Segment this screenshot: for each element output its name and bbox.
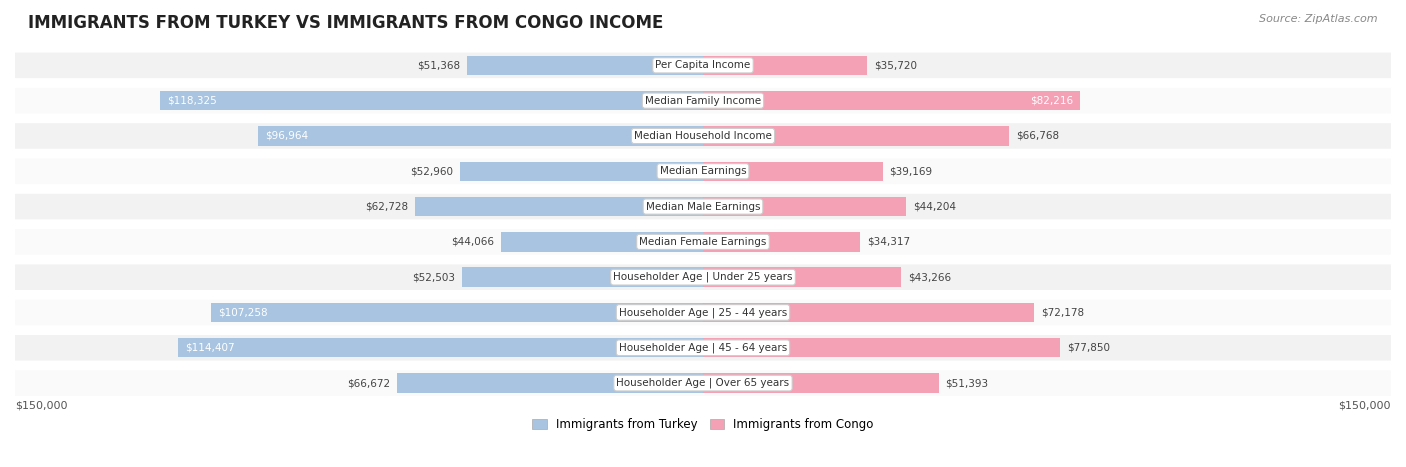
Bar [703,374,939,393]
Text: $44,204: $44,204 [912,202,956,212]
FancyBboxPatch shape [15,53,1391,78]
Bar [703,197,905,216]
Bar [398,374,703,393]
Bar [703,303,1033,322]
Text: $150,000: $150,000 [1339,401,1391,411]
Text: Median Earnings: Median Earnings [659,166,747,176]
Bar [160,91,703,110]
Text: $77,850: $77,850 [1067,343,1109,353]
Text: Median Family Income: Median Family Income [645,96,761,106]
Bar [703,56,868,75]
Text: $118,325: $118,325 [167,96,217,106]
Text: $150,000: $150,000 [15,401,67,411]
FancyBboxPatch shape [15,264,1391,290]
Text: Householder Age | 45 - 64 years: Householder Age | 45 - 64 years [619,342,787,353]
Text: Per Capita Income: Per Capita Income [655,60,751,71]
Text: $44,066: $44,066 [451,237,494,247]
FancyBboxPatch shape [15,158,1391,184]
Text: Source: ZipAtlas.com: Source: ZipAtlas.com [1260,14,1378,24]
Bar [703,232,860,252]
Text: $51,393: $51,393 [946,378,988,388]
Bar [703,268,901,287]
Text: Median Male Earnings: Median Male Earnings [645,202,761,212]
Text: $66,768: $66,768 [1017,131,1059,141]
Bar [501,232,703,252]
Text: Householder Age | 25 - 44 years: Householder Age | 25 - 44 years [619,307,787,318]
Text: $43,266: $43,266 [908,272,952,282]
FancyBboxPatch shape [15,229,1391,255]
FancyBboxPatch shape [15,370,1391,396]
Text: $52,960: $52,960 [411,166,453,176]
FancyBboxPatch shape [15,194,1391,219]
FancyBboxPatch shape [15,335,1391,361]
Bar [703,162,883,181]
Text: $114,407: $114,407 [186,343,235,353]
Text: $39,169: $39,169 [890,166,932,176]
Bar [415,197,703,216]
Bar [179,338,703,358]
Bar [259,126,703,146]
Bar [467,56,703,75]
Text: $66,672: $66,672 [347,378,391,388]
Text: $96,964: $96,964 [266,131,308,141]
Text: $34,317: $34,317 [868,237,911,247]
Bar [463,268,703,287]
Legend: Immigrants from Turkey, Immigrants from Congo: Immigrants from Turkey, Immigrants from … [527,412,879,437]
Text: Median Female Earnings: Median Female Earnings [640,237,766,247]
Text: $62,728: $62,728 [366,202,408,212]
Text: $72,178: $72,178 [1040,307,1084,318]
Text: Householder Age | Over 65 years: Householder Age | Over 65 years [616,378,790,389]
Text: $51,368: $51,368 [418,60,461,71]
Bar [703,126,1010,146]
Text: $52,503: $52,503 [412,272,456,282]
Bar [703,91,1080,110]
Text: Median Household Income: Median Household Income [634,131,772,141]
Text: Householder Age | Under 25 years: Householder Age | Under 25 years [613,272,793,283]
Bar [211,303,703,322]
Text: $107,258: $107,258 [218,307,267,318]
FancyBboxPatch shape [15,88,1391,113]
Text: $35,720: $35,720 [873,60,917,71]
Text: $82,216: $82,216 [1031,96,1073,106]
Bar [460,162,703,181]
FancyBboxPatch shape [15,123,1391,149]
FancyBboxPatch shape [15,300,1391,325]
Bar [703,338,1060,358]
Text: IMMIGRANTS FROM TURKEY VS IMMIGRANTS FROM CONGO INCOME: IMMIGRANTS FROM TURKEY VS IMMIGRANTS FRO… [28,14,664,32]
